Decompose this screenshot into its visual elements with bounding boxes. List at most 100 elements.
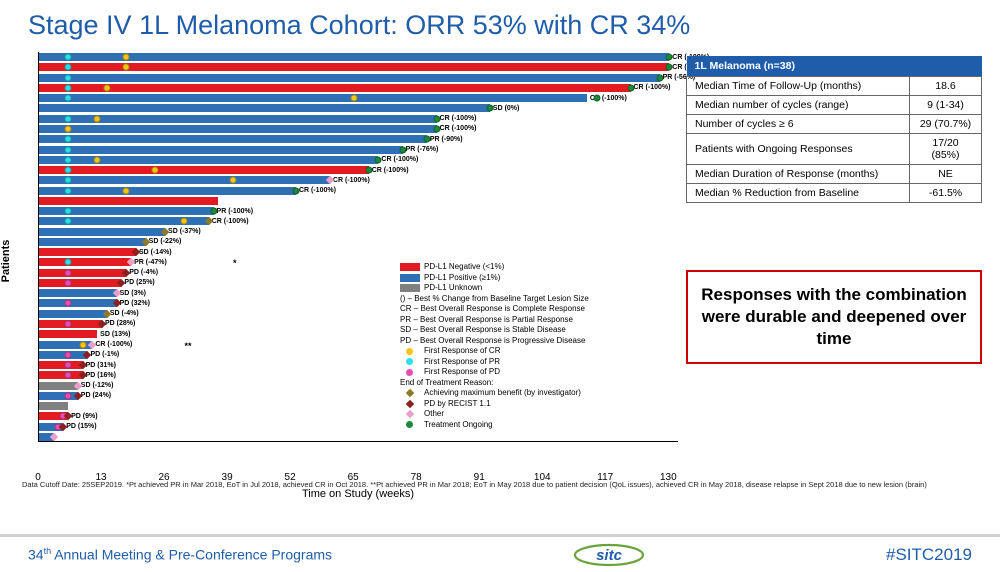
patient-row: PR (-56%) (39, 74, 695, 82)
response-marker (65, 125, 72, 132)
table-row: Median Time of Follow-Up (months)18.6 (687, 77, 982, 96)
x-axis-label: Time on Study (weeks) (302, 488, 414, 500)
legend-item: PD – Best Overall Response is Progressiv… (400, 336, 589, 346)
patient-row: SD (-22%) (39, 238, 181, 246)
footer: 34th Annual Meeting & Pre-Conference Pro… (0, 534, 1000, 572)
legend-item: PD by RECIST 1.1 (400, 399, 589, 409)
end-marker (433, 125, 440, 132)
patient-row (39, 197, 218, 205)
response-marker (65, 84, 72, 91)
end-marker (292, 187, 299, 194)
response-marker (65, 208, 72, 215)
table-row: Number of cycles ≥ 629 (70.7%) (687, 115, 982, 134)
patient-row: PD (-1%) (39, 351, 119, 359)
end-marker (375, 156, 382, 163)
patient-row: SD (13%) (39, 330, 131, 338)
patient-row: PD (31%) (39, 361, 116, 369)
response-marker (65, 218, 72, 225)
patient-row: PD (-4%) (39, 269, 158, 277)
patient-row: SD (-37%) (39, 228, 201, 236)
svg-text:sitc: sitc (596, 547, 623, 564)
patient-row: CR (-100%) (39, 94, 627, 102)
footer-hashtag: #SITC2019 (886, 545, 972, 565)
chart-legend: PD-L1 Negative (<1%)PD-L1 Positive (≥1%)… (400, 262, 589, 430)
response-marker (65, 372, 72, 379)
patient-row: SD (-4%) (39, 310, 139, 318)
patient-row: PR (-47%) (39, 258, 167, 266)
patient-row: CR (-100%) (39, 125, 477, 133)
response-marker (123, 54, 130, 61)
response-marker (94, 156, 101, 163)
response-marker (65, 156, 72, 163)
patient-row: PD (28%) (39, 320, 135, 328)
page-title: Stage IV 1L Melanoma Cohort: ORR 53% wit… (0, 0, 1000, 47)
patient-row: SD (-14%) (39, 248, 172, 256)
response-marker (65, 64, 72, 71)
legend-item: End of Treatment Reason: (400, 378, 589, 388)
response-marker (79, 341, 86, 348)
table-row: Median % Reduction from Baseline-61.5% (687, 184, 982, 203)
footer-left: 34th Annual Meeting & Pre-Conference Pro… (28, 546, 332, 563)
patient-row: CR (-100%) (39, 166, 409, 174)
response-marker (65, 269, 72, 276)
patient-row: CR (-100%) (39, 176, 370, 184)
response-marker (65, 146, 72, 153)
end-marker (433, 115, 440, 122)
end-marker (666, 64, 673, 71)
patient-row: CR (-100%) (39, 187, 336, 195)
response-marker (103, 84, 110, 91)
legend-item: PD-L1 Unknown (400, 283, 589, 293)
patient-row: CR (-100%) (39, 115, 477, 123)
response-marker (65, 74, 72, 81)
legend-item: PD-L1 Negative (<1%) (400, 262, 589, 272)
response-marker (65, 300, 72, 307)
response-marker (152, 167, 159, 174)
end-marker (365, 167, 372, 174)
response-marker (65, 136, 72, 143)
patient-row: SD (3%) (39, 289, 146, 297)
response-marker (65, 177, 72, 184)
end-marker (486, 105, 493, 112)
legend-item: Treatment Ongoing (400, 420, 589, 430)
patient-row (39, 402, 68, 410)
table-header: 1L Melanoma (n=38) (687, 56, 910, 77)
response-marker (94, 115, 101, 122)
patient-row: PR (-76%) (39, 146, 438, 154)
patient-row: PD (32%) (39, 299, 150, 307)
table-row: Median Duration of Response (months)NE (687, 165, 982, 184)
patient-row: CR (-100%) (39, 63, 709, 71)
response-marker (65, 362, 72, 369)
response-marker (123, 187, 130, 194)
patient-row: PD (16%) (39, 371, 116, 379)
patient-row: PR (-90%) (39, 135, 463, 143)
end-marker (656, 74, 663, 81)
sitc-logo: sitc (572, 541, 646, 569)
legend-item: Other (400, 409, 589, 419)
legend-item: First Response of CR (400, 346, 589, 356)
end-marker (399, 146, 406, 153)
response-marker (351, 95, 358, 102)
legend-item: PD-L1 Positive (≥1%) (400, 273, 589, 283)
response-marker (181, 218, 188, 225)
response-marker (65, 351, 72, 358)
legend-item: CR – Best Overall Response is Complete R… (400, 304, 589, 314)
end-marker (666, 54, 673, 61)
legend-item: Achieving maximum benefit (by investigat… (400, 388, 589, 398)
response-marker (65, 320, 72, 327)
response-marker (65, 279, 72, 286)
y-axis-label: Patients (0, 240, 12, 283)
footnote: Data Cutoff Date: 25SEP2019. *Pt achieve… (22, 480, 972, 489)
response-marker (65, 392, 72, 399)
patient-row: PD (15%) (39, 423, 97, 431)
summary-table: 1L Melanoma (n=38) Median Time of Follow… (686, 56, 982, 203)
legend-item: SD – Best Overall Response is Stable Dis… (400, 325, 589, 335)
legend-item: First Response of PR (400, 357, 589, 367)
response-marker (65, 167, 72, 174)
patient-row: SD (0%) (39, 104, 519, 112)
table-row: Patients with Ongoing Responses17/20 (85… (687, 134, 982, 165)
patient-row: CR (-100%) (39, 53, 709, 61)
response-marker (65, 187, 72, 194)
end-marker (210, 208, 217, 215)
response-marker (65, 115, 72, 122)
end-marker (627, 84, 634, 91)
